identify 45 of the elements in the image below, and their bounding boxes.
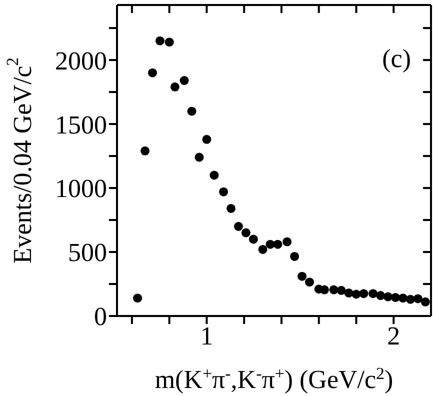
point — [234, 222, 243, 231]
point — [140, 146, 150, 156]
point — [155, 36, 164, 46]
y-tick-label: 2000 — [55, 46, 107, 76]
point — [376, 291, 386, 300]
point — [273, 240, 282, 249]
y-tick-label: 1000 — [55, 174, 107, 204]
point — [164, 38, 174, 47]
point — [344, 288, 354, 298]
point — [148, 68, 158, 78]
point — [352, 290, 361, 299]
y-tick-label: 1500 — [55, 110, 107, 140]
point — [258, 244, 268, 254]
point — [390, 292, 400, 302]
point — [210, 170, 219, 180]
point — [384, 292, 393, 302]
point — [298, 272, 307, 281]
point — [398, 294, 408, 303]
point — [241, 228, 250, 238]
point — [336, 286, 346, 295]
annotation: (c) — [382, 44, 411, 73]
point — [170, 82, 180, 92]
x-tick-label: 1 — [200, 321, 214, 350]
point — [329, 285, 338, 294]
point — [133, 294, 142, 303]
point — [226, 204, 236, 213]
point — [194, 152, 204, 162]
x-tick-label: 2 — [387, 321, 400, 350]
point — [305, 278, 314, 287]
point — [413, 294, 422, 304]
y-tick-label: 500 — [68, 238, 107, 268]
point — [359, 289, 368, 298]
text: m(K$^{+}$π$^{-}$,K$^{-}$π$^{+}$) (GeV/c$^{2}$) — [154, 364, 394, 394]
point — [290, 252, 300, 261]
point — [180, 76, 189, 86]
point — [202, 134, 212, 144]
point — [420, 297, 430, 306]
point — [368, 289, 378, 298]
point — [282, 237, 292, 246]
point — [406, 294, 415, 304]
point — [219, 187, 228, 196]
y-tick-label: 0 — [94, 302, 107, 332]
point — [248, 234, 258, 244]
point — [187, 106, 196, 116]
point — [266, 240, 275, 249]
